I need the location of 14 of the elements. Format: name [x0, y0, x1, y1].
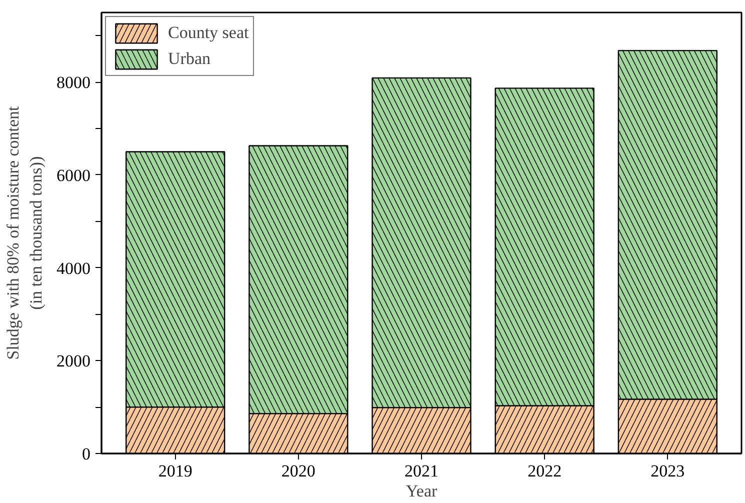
legend-label: County seat — [168, 23, 249, 43]
y-tick-label: 0 — [82, 444, 90, 464]
x-tick-label: 2019 — [158, 462, 192, 480]
x-tick-label: 2022 — [528, 462, 562, 480]
y-tick-label: 8000 — [56, 73, 90, 92]
x-tick-label: 2023 — [650, 462, 685, 480]
x-tick-label: 2020 — [281, 462, 316, 480]
y-tick-label: 6000 — [56, 166, 90, 185]
x-tick-label: 2021 — [404, 462, 438, 480]
y-tick-label: 4000 — [56, 258, 90, 278]
y-axis-title: Sludge with 80% of moisture content (in ten thousand tons)) — [4, 106, 46, 360]
y-tick-label: 2000 — [56, 352, 90, 371]
x-axis-title: Year — [406, 482, 438, 500]
legend-label: Urban — [168, 49, 210, 69]
